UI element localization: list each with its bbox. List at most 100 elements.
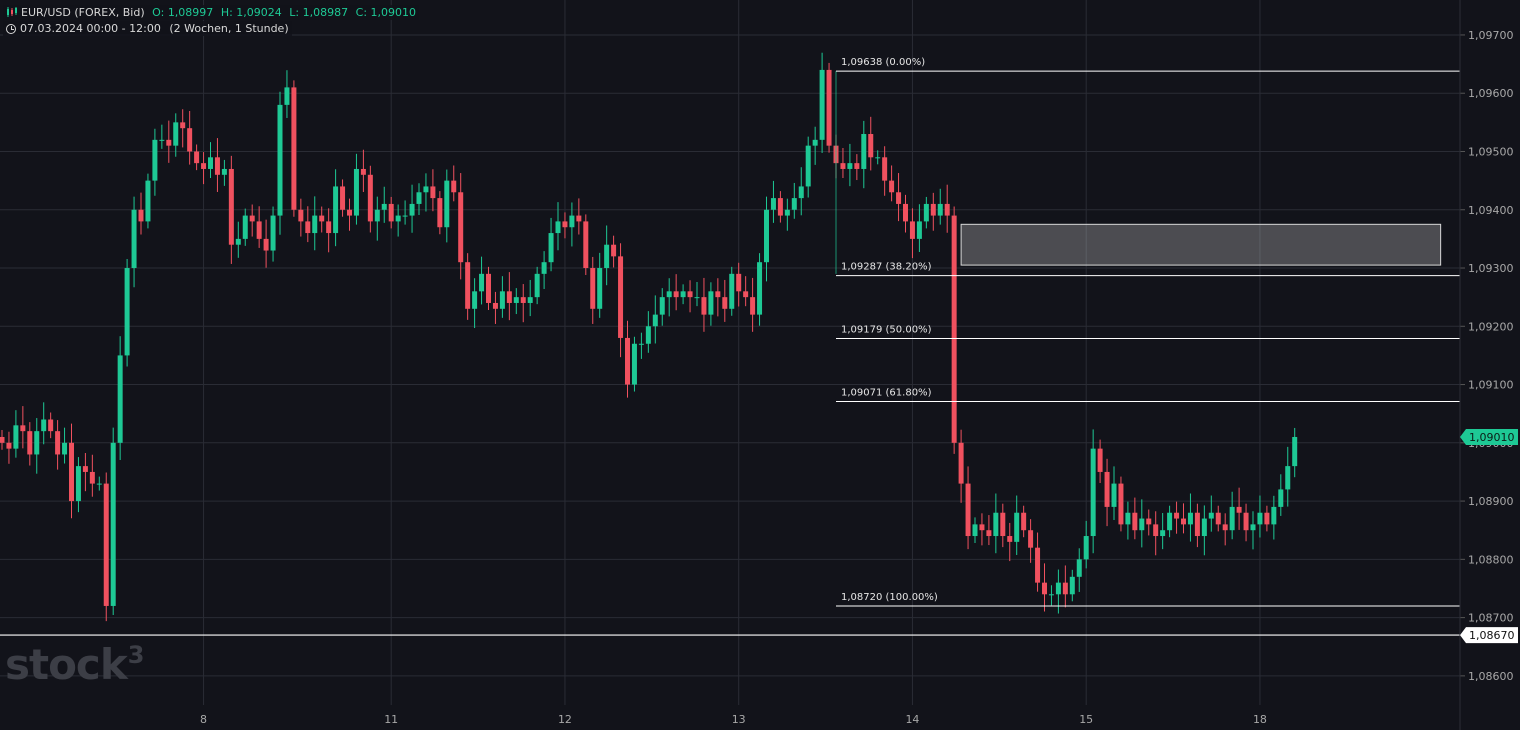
candlestick-icon (7, 7, 17, 17)
candle-body (604, 244, 610, 269)
x-tick-label: 18 (1253, 713, 1267, 726)
candle-body (840, 163, 846, 169)
candle-body (256, 221, 262, 239)
candle-body (1132, 512, 1138, 531)
candle-body (263, 238, 269, 251)
x-tick-label: 15 (1079, 713, 1093, 726)
candle-body (458, 192, 464, 263)
candle-body (1035, 547, 1041, 583)
ohlc-low: L: 1,08987 (289, 6, 349, 19)
candle-body (277, 104, 283, 216)
fib-level-label: 1,09179 (50.00%) (841, 325, 932, 336)
resistance-zone (960, 223, 1442, 266)
candle-body (652, 314, 658, 327)
candle-body (103, 483, 109, 606)
current-price-tag-bg (1460, 428, 1518, 445)
candle-body (138, 209, 144, 222)
candle-body (819, 69, 825, 140)
x-tick-label: 11 (384, 713, 398, 726)
candle-body (687, 291, 693, 298)
candle-body (117, 355, 123, 443)
ohlc-open: O: 1,08997 (152, 6, 214, 19)
candlestick-series (0, 52, 1298, 622)
candle-body (367, 174, 373, 222)
candle-body (82, 466, 88, 472)
candle-body (527, 297, 533, 303)
candle-body (1048, 594, 1054, 596)
x-tick-label: 14 (905, 713, 919, 726)
candle-body (506, 291, 512, 303)
candle-body (360, 168, 366, 175)
candle-body (764, 209, 769, 263)
chart-grid (0, 0, 1460, 705)
y-tick-label: 1,09300 (1468, 262, 1514, 275)
candle-body (465, 262, 471, 309)
candle-body (972, 524, 978, 537)
candle-body (1257, 512, 1263, 525)
candle-body (319, 215, 325, 222)
candle-body (388, 203, 394, 222)
candle-body (1042, 582, 1047, 595)
candle-body (1264, 512, 1270, 525)
clock-icon (6, 24, 16, 34)
candle-body (645, 326, 651, 344)
candle-body (555, 221, 561, 234)
candle-body (499, 291, 505, 309)
time-axis[interactable]: 8 11 12 13 14 15 18 (200, 713, 1267, 726)
candle-body (1174, 512, 1180, 519)
candle-body (305, 221, 311, 234)
support-price-tag-text: 1,08670 (1469, 629, 1515, 642)
candle-body (374, 209, 380, 222)
candle-body (826, 69, 832, 146)
candle-body (340, 186, 346, 210)
candle-body (13, 425, 19, 449)
candle-body (55, 431, 61, 455)
candle-body (96, 483, 102, 485)
candle-body (48, 419, 54, 432)
candle-body (937, 203, 943, 216)
candle-body (173, 122, 179, 146)
candle-body (1153, 524, 1159, 537)
candle-body (562, 221, 568, 228)
candle-body (395, 215, 401, 222)
candle-body (20, 425, 26, 432)
candle-body (798, 186, 804, 199)
candle-body (791, 198, 797, 210)
candle-body (201, 163, 207, 169)
candle-body (347, 209, 352, 216)
candle-body (875, 157, 881, 159)
candle-body (903, 203, 908, 222)
candle-body (298, 209, 304, 222)
candle-body (423, 186, 429, 193)
candle-body (1000, 512, 1006, 537)
chart-overlays: 1,09638 (0.00%) 1,09287 (38.20%) 1,09179 (… (0, 57, 1460, 636)
candle-body (1090, 448, 1096, 537)
candle-body (69, 442, 74, 502)
candle-body (770, 198, 776, 210)
candle-body (812, 139, 818, 146)
candle-body (1229, 506, 1235, 531)
candle-body (1076, 559, 1082, 577)
x-tick-label: 12 (558, 713, 572, 726)
current-price-tag: 1,09010 (1460, 428, 1518, 445)
candle-body (576, 215, 582, 222)
candle-body (194, 151, 200, 164)
candle-body (131, 209, 137, 269)
y-tick-label: 1,09400 (1468, 204, 1514, 217)
candle-body (166, 139, 172, 146)
candle-body (437, 198, 443, 228)
candle-body (993, 512, 999, 537)
y-tick-label: 1,09200 (1468, 320, 1514, 333)
price-axis[interactable]: 1,086001,087001,088001,089001,090001,091… (1459, 0, 1518, 730)
candle-body (1062, 582, 1068, 595)
candle-body (270, 215, 276, 251)
fib-level-label: 1,09638 (0.00%) (841, 57, 925, 68)
candle-body (110, 442, 116, 606)
y-tick-label: 1,09100 (1468, 379, 1514, 392)
candle-body (430, 186, 436, 199)
ohlc-close: C: 1,09010 (355, 6, 417, 19)
candle-body (1055, 582, 1061, 595)
candle-body (805, 145, 811, 187)
candle-body (1285, 466, 1291, 490)
